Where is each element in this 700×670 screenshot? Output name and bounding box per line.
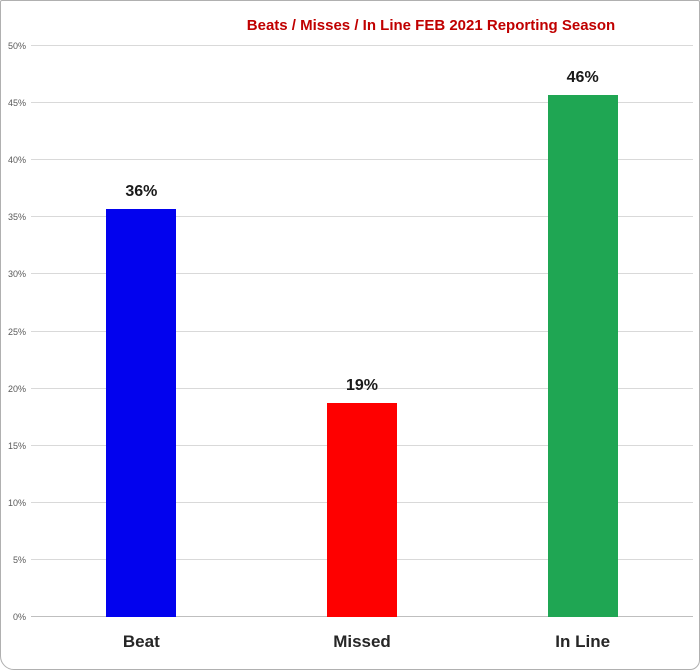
bar-value-label: 36% xyxy=(125,183,158,201)
gridline xyxy=(31,102,693,104)
category-label: Missed xyxy=(333,632,391,651)
y-tick-label: 0% xyxy=(12,612,26,622)
y-tick-label: 35% xyxy=(7,212,26,223)
y-tick-label: 50% xyxy=(7,41,26,51)
gridline xyxy=(31,159,693,161)
gridline xyxy=(31,45,693,46)
bar-missed: 19% xyxy=(327,377,397,617)
y-tick-label: 30% xyxy=(7,269,26,280)
gridline xyxy=(31,387,693,389)
category-label: Beat xyxy=(122,632,160,651)
y-tick-label: 10% xyxy=(7,497,26,508)
bar-slot: 46% xyxy=(472,46,693,617)
y-tick-label: 40% xyxy=(7,155,26,166)
bar-beat: 36% xyxy=(106,183,177,617)
bar-value-label: 19% xyxy=(345,377,379,395)
y-axis-labels: 0% 5% 10% 15% 20% 25% 30% 35% 40% 45% 50% xyxy=(3,41,29,622)
bars-layer: 36% 19% 46% xyxy=(31,46,693,617)
gridline xyxy=(31,330,693,332)
bar-slot: 36% xyxy=(31,46,252,617)
bar-in-line: 46% xyxy=(547,69,618,617)
category-labels: Beat Missed In Line xyxy=(31,625,693,659)
chart-title: Beats / Misses / In Line FEB 2021 Report… xyxy=(246,17,616,34)
plot-area: 36% 19% 46% xyxy=(31,45,693,617)
y-tick-label: 45% xyxy=(7,98,26,109)
y-tick-label: 5% xyxy=(12,554,26,565)
gridline xyxy=(31,273,693,275)
category-label: In Line xyxy=(555,632,611,651)
gridline xyxy=(31,216,693,218)
bar-slot: 19% xyxy=(252,46,473,617)
y-tick-label: 20% xyxy=(7,383,26,394)
y-tick-label: 15% xyxy=(7,440,26,451)
y-tick-label: 25% xyxy=(7,326,26,337)
bar-value-label: 46% xyxy=(566,69,599,87)
